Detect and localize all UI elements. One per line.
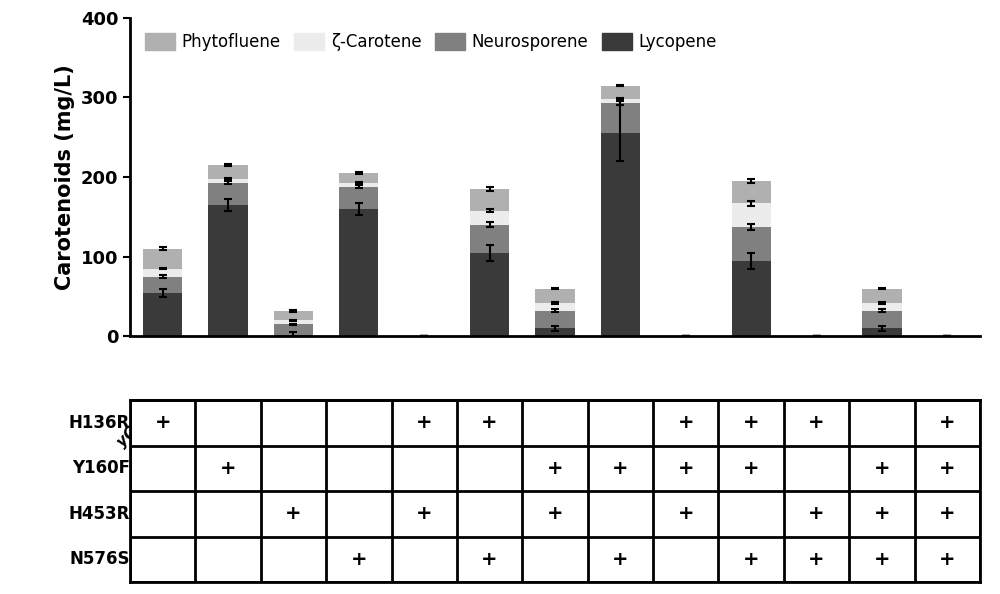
Bar — [862, 289, 902, 303]
Text: +: + — [743, 550, 759, 569]
Bar — [208, 205, 248, 336]
Bar — [208, 179, 248, 183]
Bar — [208, 183, 248, 205]
Text: +: + — [154, 413, 171, 432]
Bar — [274, 320, 313, 324]
Bar — [535, 289, 575, 303]
Bar — [274, 335, 313, 336]
Text: +: + — [678, 459, 694, 478]
Bar — [274, 324, 313, 335]
Bar — [143, 249, 182, 268]
Text: +: + — [416, 504, 432, 523]
Text: +: + — [743, 413, 759, 432]
Text: +: + — [220, 459, 236, 478]
Bar — [535, 311, 575, 328]
Bar — [208, 165, 248, 179]
Text: +: + — [547, 504, 563, 523]
Bar — [732, 261, 771, 336]
Text: +: + — [874, 459, 890, 478]
Bar — [732, 181, 771, 203]
Bar — [732, 228, 771, 261]
Bar — [143, 293, 182, 336]
Text: +: + — [678, 504, 694, 523]
Text: +: + — [612, 459, 629, 478]
Text: +: + — [874, 504, 890, 523]
Text: +: + — [939, 504, 956, 523]
Bar — [601, 103, 640, 133]
Bar — [274, 311, 313, 320]
Text: N576S: N576S — [70, 551, 130, 568]
Bar — [601, 86, 640, 99]
Bar — [732, 203, 771, 228]
Text: +: + — [874, 550, 890, 569]
Text: Y160F: Y160F — [72, 459, 130, 478]
Bar — [862, 303, 902, 311]
Text: +: + — [351, 550, 367, 569]
Text: +: + — [743, 459, 759, 478]
Bar — [601, 99, 640, 103]
Bar — [470, 189, 509, 210]
Text: +: + — [481, 550, 498, 569]
Text: +: + — [808, 550, 825, 569]
Bar — [143, 277, 182, 293]
Bar — [535, 303, 575, 311]
Text: +: + — [939, 459, 956, 478]
Text: +: + — [481, 413, 498, 432]
Bar — [862, 311, 902, 328]
Text: +: + — [808, 413, 825, 432]
Text: +: + — [416, 413, 432, 432]
Y-axis label: Carotenoids (mg/L): Carotenoids (mg/L) — [55, 64, 75, 290]
Text: +: + — [285, 504, 302, 523]
Bar — [535, 328, 575, 336]
Bar — [862, 328, 902, 336]
Bar — [470, 253, 509, 336]
Text: H453R: H453R — [69, 505, 130, 523]
Text: +: + — [678, 413, 694, 432]
Bar — [601, 133, 640, 336]
Text: H136R: H136R — [69, 414, 130, 432]
Text: +: + — [612, 550, 629, 569]
Bar — [339, 183, 378, 187]
Bar — [339, 187, 378, 209]
Bar — [470, 210, 509, 225]
Text: +: + — [547, 459, 563, 478]
Text: +: + — [939, 413, 956, 432]
Text: +: + — [808, 504, 825, 523]
Bar — [339, 173, 378, 183]
Bar — [143, 268, 182, 277]
Bar — [339, 209, 378, 336]
Bar — [470, 225, 509, 253]
Legend: Phytofluene, ζ-Carotene, Neurosporene, Lycopene: Phytofluene, ζ-Carotene, Neurosporene, L… — [138, 26, 723, 58]
Text: +: + — [939, 550, 956, 569]
